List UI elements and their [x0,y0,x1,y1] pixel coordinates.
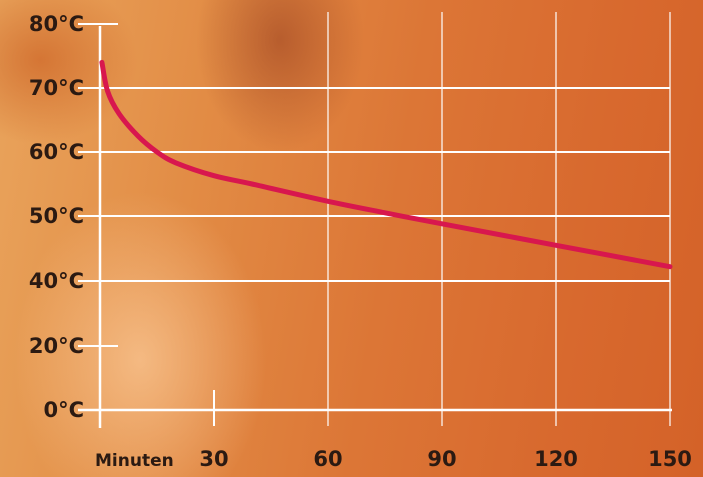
y-tick-label: 40°C [29,269,84,293]
x-axis-label: Minuten [95,451,174,471]
y-tick-label: 60°C [29,140,84,164]
grid-lines [78,12,671,426]
y-tick-label: 50°C [29,204,84,228]
x-tick-label: 120 [534,447,578,471]
y-tick-label: 80°C [29,12,84,36]
x-tick-label: 60 [313,447,342,471]
y-tick-label: 20°C [29,334,84,358]
series-layer [99,59,673,270]
x-tick-label: 150 [648,447,692,471]
temperature-line [99,59,673,270]
y-tick-label: 70°C [29,76,84,100]
x-tick-label: 30 [199,447,228,471]
tick-labels: 0°C 20°C 40°C 50°C 60°C 70°C 80°C 30 60 90 120 150 M… [29,12,692,471]
x-tick-label: 90 [427,447,456,471]
y-tick-label: 0°C [43,398,84,422]
axes [78,26,672,428]
